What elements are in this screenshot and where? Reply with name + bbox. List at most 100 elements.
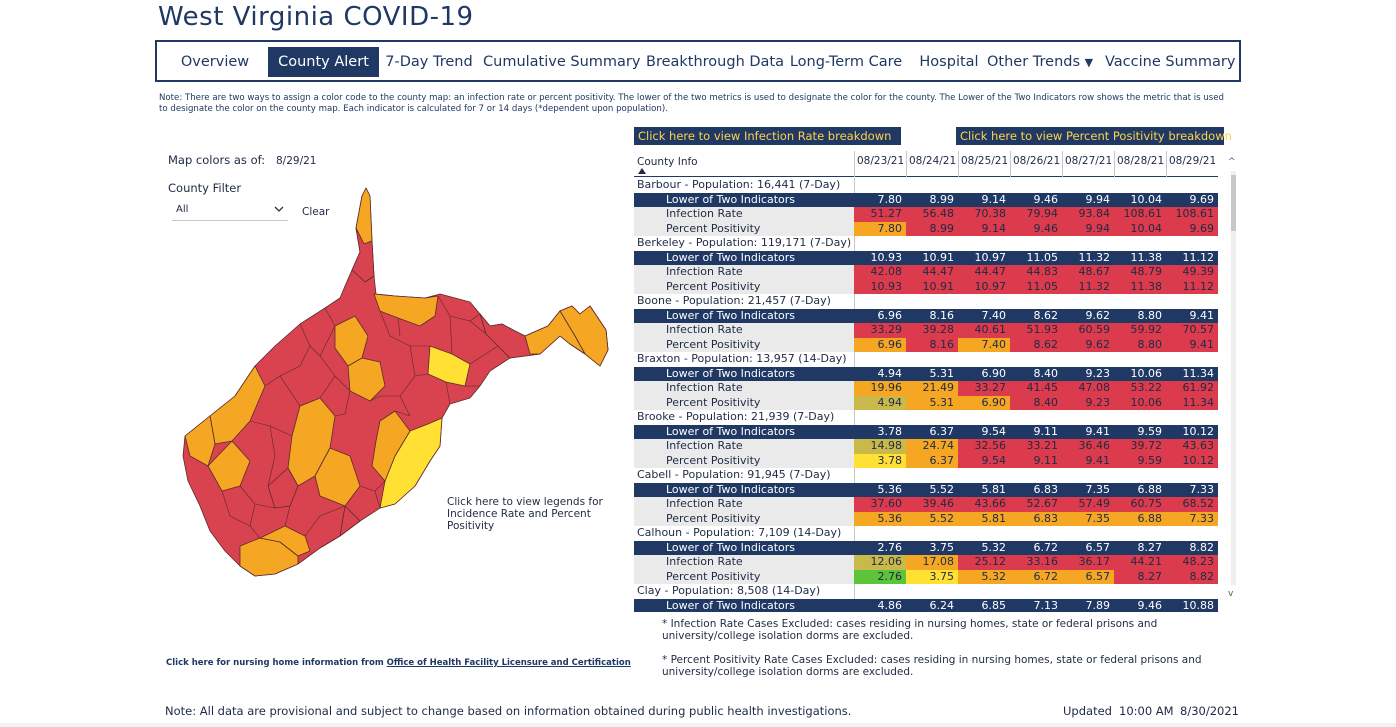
county-info-header[interactable]: County Info [637, 156, 698, 168]
county-name: Berkeley - Population: 119,171 (7-Day) [637, 236, 852, 249]
value-cell: 47.08 [1062, 381, 1114, 396]
lower-indicator-row: Lower of Two Indicators 4.86 6.24 6.85 7.13 7… [634, 598, 1218, 612]
county-row[interactable]: Barbour - Population: 16,441 (7-Day) [634, 178, 1218, 193]
value-cell: 39.72 [1114, 439, 1166, 454]
scroll-track[interactable] [1231, 171, 1236, 585]
value-cell: 6.72 [1010, 569, 1062, 584]
county-row[interactable]: Clay - Population: 8,508 (14-Day) [634, 584, 1218, 599]
date-column-header[interactable]: 08/23/21 [857, 155, 905, 167]
row-label-background [634, 511, 854, 526]
value-cell: 4.86 [877, 598, 903, 612]
map-county [207, 440, 251, 492]
county-row[interactable]: Boone - Population: 21,457 (7-Day) [634, 294, 1218, 309]
value-cell: 7.33 [1166, 511, 1218, 526]
county-name: Barbour - Population: 16,441 (7-Day) [637, 178, 841, 191]
date-column-header[interactable]: 08/27/21 [1065, 155, 1113, 167]
value-cell: 44.21 [1114, 555, 1166, 570]
date-column-header[interactable]: 08/28/21 [1117, 155, 1165, 167]
percent-positivity-row: Percent Positivity 6.96 8.16 7.40 8.62 9.62 8.… [634, 337, 1218, 352]
tab-cumulative-summary[interactable]: Cumulative Summary [483, 54, 641, 70]
color-code-note: Note: There are two ways to assign a col… [159, 93, 1225, 114]
value-cell: 37.60 [854, 497, 906, 512]
lower-indicator-row: Lower of Two Indicators 2.76 3.75 5.32 6.72 6… [634, 540, 1218, 555]
value-cell: 9.23 [1062, 395, 1114, 410]
tab-vaccine-summary[interactable]: Vaccine Summary [1105, 54, 1236, 70]
value-cell: 10.93 [854, 279, 906, 294]
lower-indicator-row: Lower of Two Indicators 5.36 5.52 5.81 6.83 7… [634, 482, 1218, 497]
date-column-header[interactable]: 08/29/21 [1169, 155, 1217, 167]
scroll-up-icon[interactable]: ^ [1228, 157, 1236, 167]
row-label: Percent Positivity [666, 453, 761, 467]
value-cell: 12.06 [854, 555, 906, 570]
value-cell: 3.75 [929, 540, 955, 554]
row-label: Percent Positivity [666, 511, 761, 525]
value-cell: 11.05 [1026, 250, 1059, 264]
value-cell: 70.38 [958, 207, 1010, 222]
value-cell: 11.12 [1182, 250, 1215, 264]
row-label: Infection Rate [666, 381, 743, 394]
row-label-background [634, 279, 854, 294]
value-cell: 6.85 [981, 598, 1007, 612]
value-cell: 9.46 [1033, 192, 1059, 206]
tab-breakthrough-data[interactable]: Breakthrough Data [646, 54, 784, 70]
date-column-header[interactable]: 08/24/21 [909, 155, 957, 167]
value-cell: 17.08 [906, 555, 958, 570]
date-column-header[interactable]: 08/26/21 [1013, 155, 1061, 167]
infection-rate-breakdown-link[interactable]: Click here to view Infection Rate breakd… [634, 127, 901, 145]
tab-long-term-care[interactable]: Long-Term Care [789, 54, 903, 70]
triangle-down-icon: ▼ [1084, 56, 1094, 69]
legends-link[interactable]: Click here to view legends for Incidence… [447, 496, 603, 532]
value-cell: 9.46 [1010, 221, 1062, 236]
row-label: Lower of Two Indicators [666, 424, 796, 438]
county-row[interactable]: Brooke - Population: 21,939 (7-Day) [634, 410, 1218, 425]
ohflac-link[interactable]: Office of Health Facility Licensure and … [386, 658, 631, 668]
scroll-thumb[interactable] [1231, 175, 1236, 231]
map-county [209, 365, 266, 445]
tab-hospital[interactable]: Hospital [919, 54, 979, 70]
county-row[interactable]: Braxton - Population: 13,957 (14-Day) [634, 352, 1218, 367]
value-cell: 33.27 [958, 381, 1010, 396]
value-cell: 8.16 [906, 337, 958, 352]
clear-filter-button[interactable]: Clear [302, 206, 330, 218]
column-divider [854, 151, 855, 177]
county-row[interactable]: Calhoun - Population: 7,109 (14-Day) [634, 526, 1218, 541]
row-label: Percent Positivity [666, 279, 761, 293]
value-cell: 25.12 [958, 555, 1010, 570]
scroll-down-icon[interactable]: v [1228, 589, 1234, 599]
percent-positivity-breakdown-link[interactable]: Click here to view Percent Positivity br… [956, 127, 1232, 145]
row-label: Infection Rate [666, 323, 743, 336]
value-cell: 6.83 [1033, 482, 1059, 496]
value-cell: 9.41 [1062, 453, 1114, 468]
column-divider [906, 151, 907, 177]
tab-overview[interactable]: Overview [180, 54, 250, 70]
value-cell: 11.38 [1114, 279, 1166, 294]
sort-ascending-icon[interactable] [638, 168, 646, 174]
county-map[interactable] [180, 186, 612, 580]
value-cell: 9.54 [981, 424, 1007, 438]
county-row[interactable]: Berkeley - Population: 119,171 (7-Day) [634, 236, 1218, 251]
percent-positivity-footnote: * Percent Positivity Rate Cases Excluded… [662, 654, 1202, 678]
value-cell: 59.92 [1114, 323, 1166, 338]
row-label-background [634, 439, 854, 454]
tab-county-alert[interactable]: County Alert [268, 47, 379, 77]
tab-7-day-trend[interactable]: 7-Day Trend [385, 54, 473, 70]
value-cell: 10.93 [870, 250, 903, 264]
row-label: Percent Positivity [666, 395, 761, 409]
updated-label: Updated [1063, 704, 1112, 718]
value-cell: 44.47 [958, 265, 1010, 280]
value-cell: 8.80 [1114, 337, 1166, 352]
value-cell: 6.57 [1085, 540, 1111, 554]
value-cell: 70.57 [1166, 323, 1218, 338]
infection-rate-row: Infection Rate 51.27 56.48 70.38 79.94 93.84 1… [634, 207, 1218, 222]
value-cell: 10.97 [974, 250, 1007, 264]
column-divider [1166, 151, 1167, 177]
county-row[interactable]: Cabell - Population: 91,945 (7-Day) [634, 468, 1218, 483]
row-label-background [634, 221, 854, 236]
date-column-header[interactable]: 08/25/21 [961, 155, 1009, 167]
tab-other-trends[interactable]: Other Trends ▼ [987, 47, 1094, 77]
county-filter-dropdown[interactable]: All [172, 201, 288, 221]
nursing-home-info-text: Click here for nursing home information … [166, 658, 387, 668]
value-cell: 10.06 [1114, 395, 1166, 410]
table-scrollbar[interactable]: ^ v [1228, 157, 1238, 605]
map-county [373, 293, 439, 327]
